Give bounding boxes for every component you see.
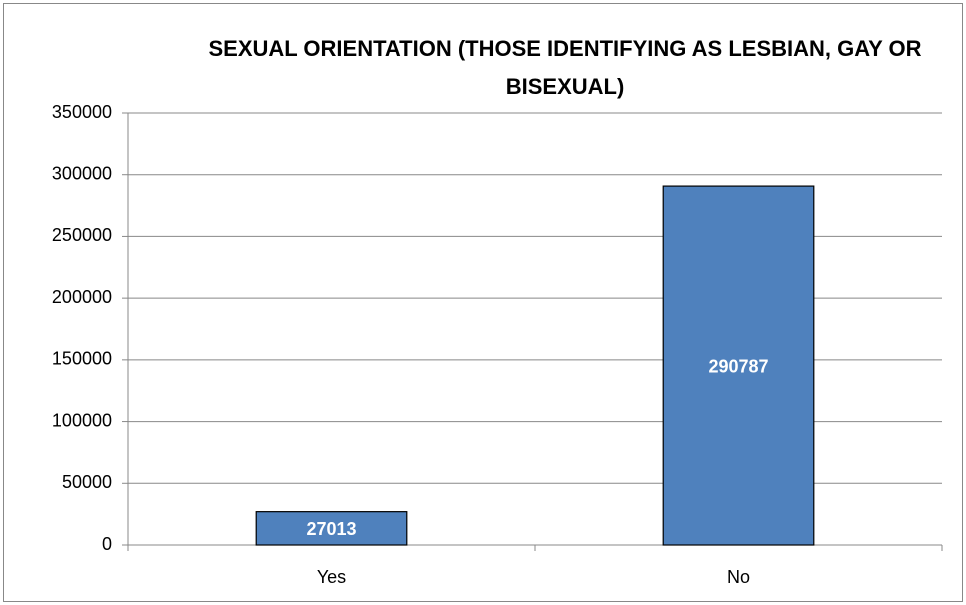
data-label: 290787	[708, 356, 768, 376]
y-tick-label: 50000	[62, 472, 112, 492]
y-tick-label: 200000	[52, 287, 112, 307]
y-tick-label: 150000	[52, 349, 112, 369]
x-tick-label: No	[727, 567, 750, 587]
y-tick-label: 100000	[52, 410, 112, 430]
chart-title: SEXUAL ORIENTATION (THOSE IDENTIFYING AS…	[208, 36, 921, 99]
chart-border	[3, 3, 963, 602]
data-label: 27013	[306, 519, 356, 539]
y-tick-label: 350000	[52, 102, 112, 122]
y-tick-label: 250000	[52, 225, 112, 245]
bar	[662, 185, 815, 546]
bar	[255, 511, 408, 546]
x-tick-label: Yes	[317, 567, 346, 587]
y-tick-label: 300000	[52, 163, 112, 183]
y-tick-label: 0	[102, 534, 112, 554]
